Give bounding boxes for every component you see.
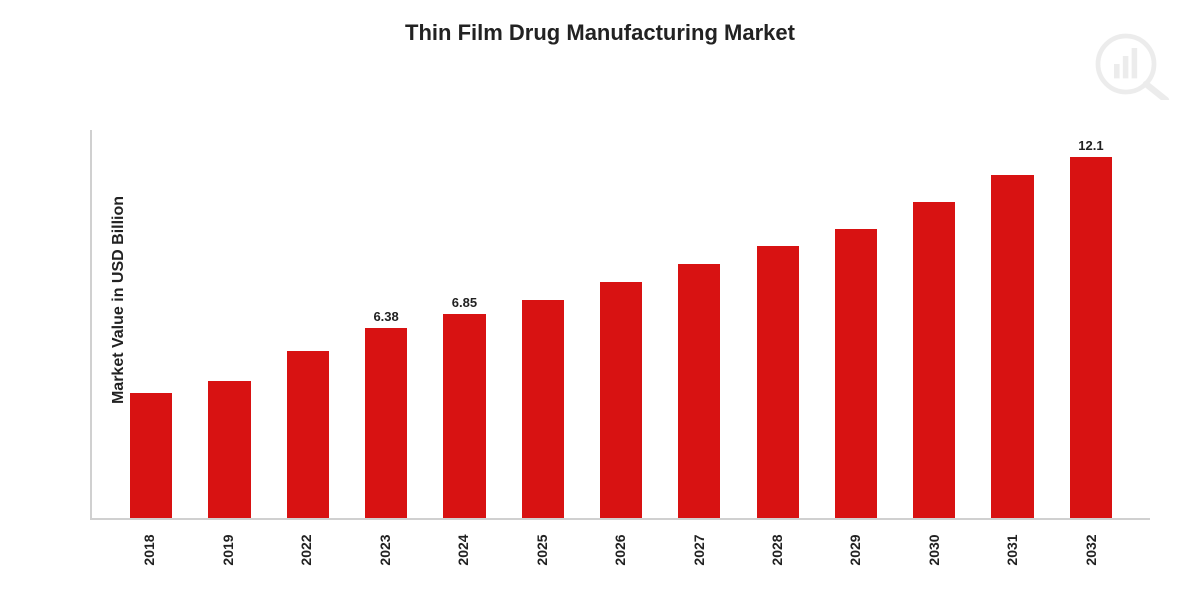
x-axis-tick-label: 2029: [847, 534, 863, 565]
x-label-slot: 2032: [1052, 530, 1130, 600]
bar: [913, 202, 955, 518]
x-axis-tick-label: 2025: [534, 534, 550, 565]
chart-title: Thin Film Drug Manufacturing Market: [0, 20, 1200, 46]
x-label-slot: 2029: [816, 530, 894, 600]
bar-slot: [582, 130, 660, 518]
x-axis-tick-label: 2030: [926, 534, 942, 565]
x-label-slot: 2027: [659, 530, 737, 600]
bar-slot: [269, 130, 347, 518]
bar: [208, 381, 250, 518]
x-axis-tick-label: 2023: [377, 534, 393, 565]
x-label-slot: 2025: [502, 530, 580, 600]
x-label-slot: 2028: [738, 530, 816, 600]
bar-slot: [973, 130, 1051, 518]
bar-slot: [895, 130, 973, 518]
bar: 12.1: [1070, 157, 1112, 518]
x-axis-tick-label: 2027: [691, 534, 707, 565]
bar-slot: 12.1: [1052, 130, 1130, 518]
x-axis-tick-label: 2032: [1083, 534, 1099, 565]
bar-slot: [817, 130, 895, 518]
chart-container: Thin Film Drug Manufacturing Market Mark…: [0, 0, 1200, 600]
bar: [287, 351, 329, 518]
x-label-slot: 2018: [110, 530, 188, 600]
bar: [130, 393, 172, 518]
x-axis-tick-label: 2028: [769, 534, 785, 565]
x-axis-tick-label: 2022: [298, 534, 314, 565]
bar: [991, 175, 1033, 518]
bar-value-label: 6.38: [373, 309, 398, 324]
bar-slot: [739, 130, 817, 518]
x-label-slot: 2026: [581, 530, 659, 600]
x-label-slot: 2023: [345, 530, 423, 600]
x-axis-tick-label: 2019: [220, 534, 236, 565]
bar-slot: [112, 130, 190, 518]
bar-slot: [190, 130, 268, 518]
bar-slot: 6.85: [425, 130, 503, 518]
bar-slot: [504, 130, 582, 518]
bar: 6.38: [365, 328, 407, 518]
x-axis-tick-label: 2031: [1004, 534, 1020, 565]
bar-slot: [660, 130, 738, 518]
bar: [522, 300, 564, 518]
x-axis-tick-label: 2024: [455, 534, 471, 565]
bar: [835, 229, 877, 519]
bar: [678, 264, 720, 518]
bar: 6.85: [443, 314, 485, 518]
bar: [600, 282, 642, 518]
x-label-slot: 2022: [267, 530, 345, 600]
bar-value-label: 12.1: [1078, 138, 1103, 153]
x-axis-tick-label: 2018: [141, 534, 157, 565]
bars-group: 6.38 6.85 12.1: [92, 130, 1150, 518]
plot-area: 6.38 6.85 12.1: [90, 130, 1150, 520]
x-axis-labels: 2018 2019 2022 2023 2024 2025 2026 2027 2028 2029…: [90, 530, 1150, 600]
bar-slot: 6.38: [347, 130, 425, 518]
x-label-slot: 2030: [895, 530, 973, 600]
x-label-slot: 2024: [424, 530, 502, 600]
x-label-slot: 2019: [188, 530, 266, 600]
bar-value-label: 6.85: [452, 295, 477, 310]
x-label-slot: 2031: [973, 530, 1051, 600]
x-axis-tick-label: 2026: [612, 534, 628, 565]
bar: [757, 246, 799, 518]
